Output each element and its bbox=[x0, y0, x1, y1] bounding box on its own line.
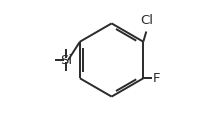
Text: Si: Si bbox=[60, 54, 72, 66]
Text: Cl: Cl bbox=[140, 14, 153, 27]
Text: F: F bbox=[153, 72, 160, 85]
